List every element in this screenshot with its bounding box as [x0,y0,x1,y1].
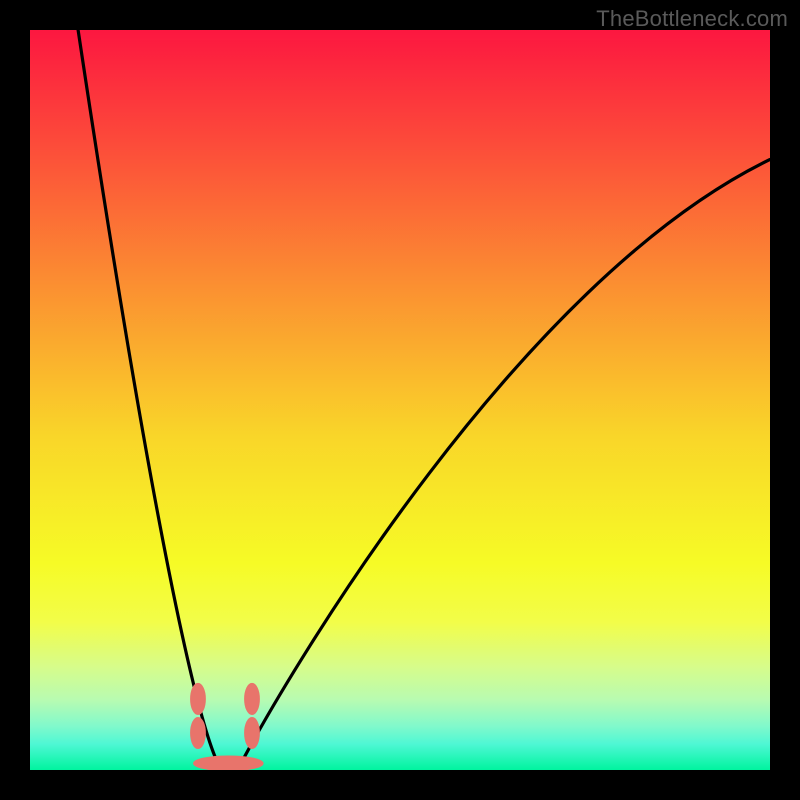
marker-pill [194,756,264,770]
marker-pill [245,717,260,748]
source-watermark: TheBottleneck.com [596,6,788,32]
marker-pill [245,683,260,714]
marker-pill [191,683,206,714]
marker-pill [191,717,206,748]
chart-frame: TheBottleneck.com [0,0,800,800]
bottleneck-chart-svg [30,30,770,770]
plot-area [30,30,770,770]
gradient-background [30,30,770,770]
